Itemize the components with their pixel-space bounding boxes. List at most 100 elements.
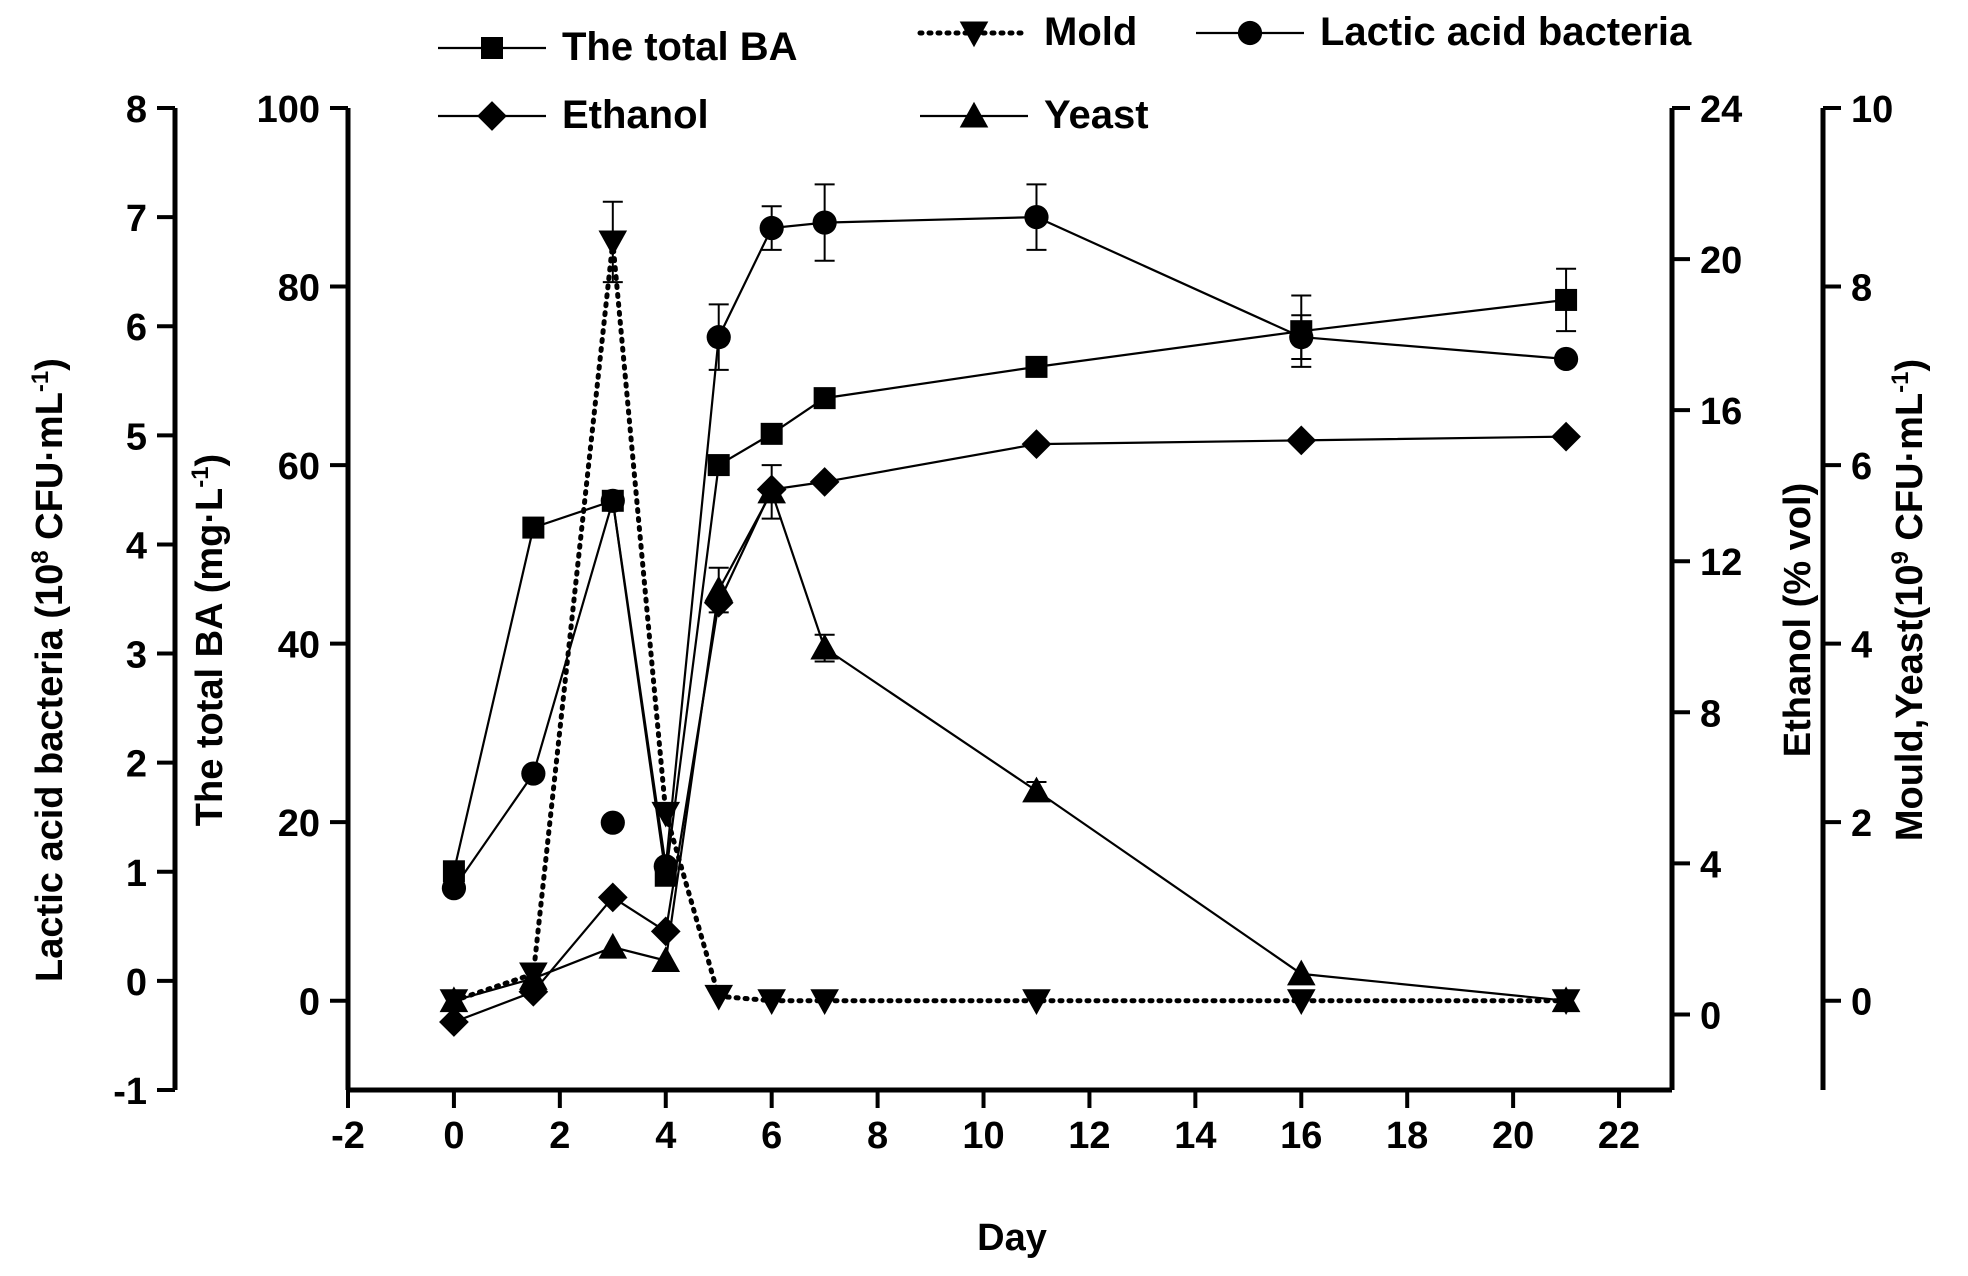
x-tick-label: 18: [1386, 1115, 1428, 1157]
series-yeast: [439, 464, 1581, 1013]
series-line-mold: [451, 241, 1569, 1004]
eth-tick-label: 16: [1700, 391, 1742, 433]
lab-tick-label: 3: [126, 635, 147, 677]
point-lactic-acid-bacteria: [706, 325, 731, 350]
legend-label: Ethanol: [562, 93, 709, 137]
point-yeast: [1022, 776, 1051, 803]
lab-tick-label: 1: [126, 853, 147, 895]
point-yeast: [651, 946, 681, 972]
series-line-yeast: [453, 489, 1567, 1002]
lab-axis-title-main: Lactic acid bacteria (10: [29, 564, 71, 982]
eth-tick-label: 0: [1700, 995, 1721, 1037]
point-ethanol: [1286, 425, 1317, 456]
my-tick-label: 10: [1851, 89, 1893, 131]
lab-tick-label: 8: [126, 89, 147, 131]
series-the-total-ba: [442, 267, 1578, 887]
legend-label: Lactic acid bacteria: [1320, 10, 1692, 54]
x-tick-label: 10: [962, 1115, 1004, 1157]
lab-axis-title-mid: CFU·mL: [29, 392, 71, 550]
point-lactic-acid-bacteria: [653, 854, 678, 879]
x-tick-label: 12: [1068, 1115, 1110, 1157]
legend-marker-the-total-ba: [481, 37, 503, 59]
axes-layer: -2 0 2 4 6 8 10 12 14 16 18 20 22-101234567802040608…: [113, 89, 1893, 1157]
eth-axis-title: Ethanol (% vol): [1777, 483, 1819, 757]
eth-tick-label: 12: [1700, 542, 1742, 584]
point-yeast: [439, 986, 469, 1013]
my-tick-label: 4: [1851, 625, 1872, 667]
point-the-total-ba: [1555, 288, 1578, 311]
eth-tick-label: 4: [1700, 844, 1721, 886]
point-lactic-acid-bacteria: [1553, 346, 1579, 372]
series-line-the-total-ba: [452, 298, 1567, 876]
ba-axis-title: The total BA (mg·L-1): [187, 454, 231, 826]
point-the-total-ba: [442, 860, 465, 883]
my-axis-title-sup1: 9: [1887, 551, 1914, 564]
point-yeast: [598, 932, 628, 959]
lab-tick-label: 5: [126, 416, 147, 458]
point-ethanol: [650, 916, 681, 947]
point-lactic-acid-bacteria: [759, 215, 784, 241]
ba-tick-label: 100: [257, 89, 320, 131]
my-tick-label: 2: [1851, 803, 1872, 845]
ba-axis-title-main: The total BA (mg·L: [189, 488, 231, 826]
lab-axis-title-sup2: -1: [27, 371, 54, 392]
point-lactic-acid-bacteria: [521, 761, 546, 786]
point-lactic-acid-bacteria: [600, 488, 625, 513]
x-tick-label: 2: [549, 1115, 570, 1157]
point-mold: [810, 989, 839, 1016]
my-tick-label: 6: [1851, 446, 1872, 488]
x-tick-label: 8: [867, 1115, 888, 1157]
point-yeast: [1551, 986, 1581, 1013]
x-tick-label: -2: [331, 1115, 365, 1157]
point-ethanol: [809, 467, 840, 497]
point-yeast: [704, 575, 734, 602]
legend-marker-mold: [959, 21, 989, 48]
my-tick-label: 0: [1851, 982, 1872, 1024]
lab-axis-title: Lactic acid bacteria (108 CFU·mL-1): [27, 358, 71, 982]
point-mold: [598, 230, 628, 257]
x-tick-label: 6: [761, 1115, 782, 1157]
my-axis-title-main: Mould,Yeast(10: [1889, 565, 1931, 842]
point-yeast: [1286, 959, 1316, 986]
point-lactic-acid-bacteria: [441, 876, 467, 901]
series-line-lactic-acid-bacteria: [452, 215, 1567, 889]
legend-marker-ethanol: [477, 101, 507, 131]
ba-tick-label: 0: [299, 982, 320, 1024]
x-tick-label: 22: [1598, 1115, 1640, 1157]
lab-tick-label: 0: [126, 962, 147, 1004]
ba-axis-title-end: ): [189, 454, 231, 467]
my-tick-label: 8: [1851, 268, 1872, 310]
lab-tick-label: 2: [126, 744, 147, 786]
legend: The total BA Ethanol Mold Yeast Lactic acid …: [438, 10, 1692, 137]
legend-item-ethanol: Ethanol: [438, 93, 709, 137]
eth-tick-label: 24: [1700, 89, 1742, 131]
point-mold: [1286, 989, 1316, 1016]
x-tick-label: 14: [1174, 1115, 1216, 1157]
legend-item-lactic-acid-bacteria: Lactic acid bacteria: [1196, 10, 1692, 54]
series-layer: [439, 183, 1581, 1037]
lab-tick-label: 4: [126, 525, 147, 567]
series-line-ethanol: [453, 435, 1567, 1024]
legend-marker-yeast: [959, 101, 989, 128]
lab-axis-title-sup1: 8: [27, 550, 54, 563]
point-lactic-acid-bacteria: [1024, 205, 1049, 230]
lab-tick-label: -1: [113, 1071, 147, 1113]
point-mold: [651, 801, 681, 828]
ba-tick-label: 80: [278, 268, 320, 310]
point-the-total-ba: [522, 516, 545, 539]
point-lactic-acid-bacteria: [1289, 325, 1314, 350]
x-tick-label: 4: [655, 1115, 676, 1157]
eth-tick-label: 8: [1700, 693, 1721, 735]
eth-tick-label: 20: [1700, 240, 1742, 282]
legend-item-the-total-ba: The total BA: [438, 25, 798, 69]
point-lactic-acid-bacteria: [600, 810, 625, 835]
point-the-total-ba: [760, 422, 783, 445]
point-yeast: [810, 633, 839, 660]
point-mold: [704, 984, 734, 1011]
x-tick-label: 16: [1280, 1115, 1322, 1157]
my-axis-title: Mould,Yeast(109 CFU·mL-1): [1887, 359, 1931, 841]
point-the-total-ba: [813, 387, 836, 410]
lab-tick-label: 6: [126, 307, 147, 349]
